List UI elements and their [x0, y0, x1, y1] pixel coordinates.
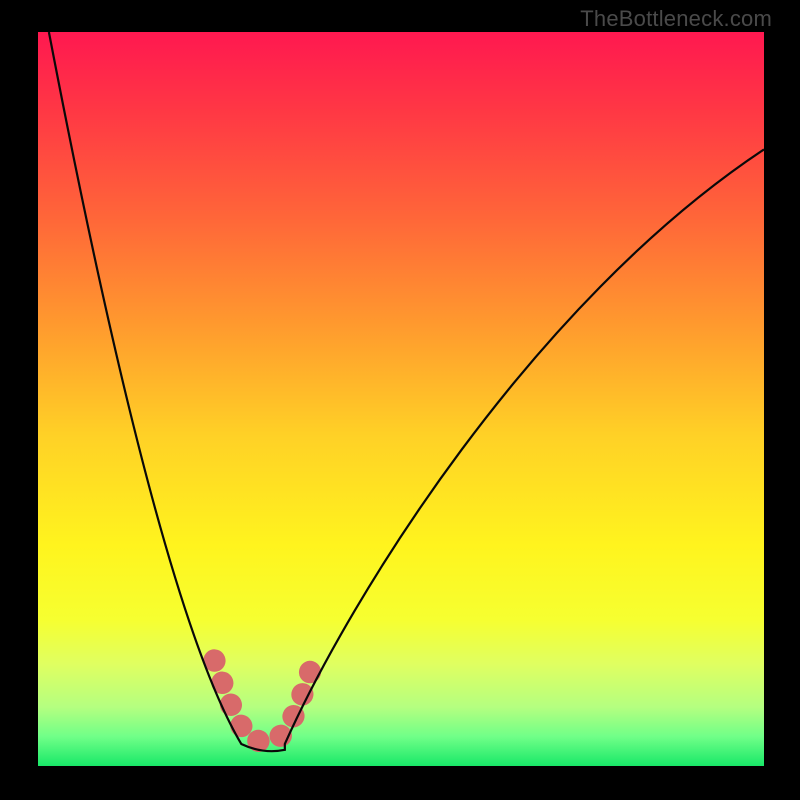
plot-svg — [0, 0, 800, 800]
plot-background — [38, 32, 764, 766]
watermark-text: TheBottleneck.com — [580, 6, 772, 32]
